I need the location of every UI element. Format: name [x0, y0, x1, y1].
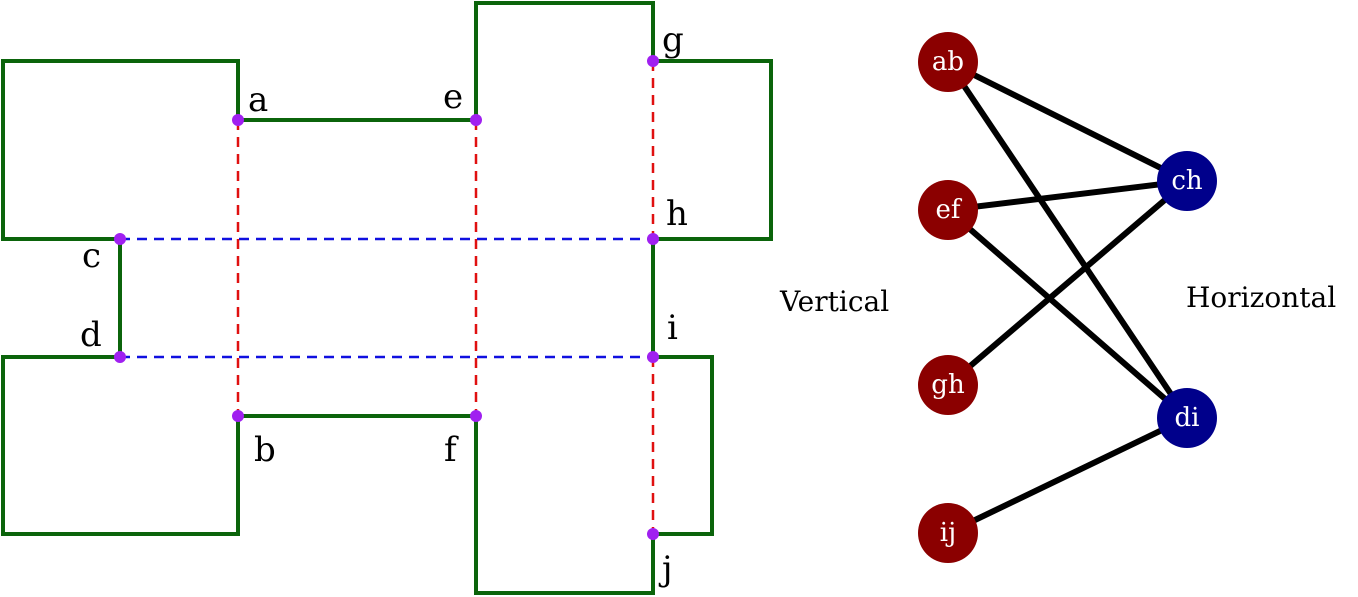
- node-di-label: di: [1175, 403, 1200, 433]
- node-ef: ef: [918, 180, 978, 240]
- node-di: di: [1157, 388, 1217, 448]
- edge-ab-di: [945, 60, 1190, 420]
- label-h: h: [666, 194, 688, 234]
- node-ef-label: ef: [935, 195, 962, 225]
- label-a: a: [248, 80, 268, 120]
- vertical-label: Vertical: [779, 285, 889, 318]
- polygon-outline: [1, 1, 773, 595]
- node-ch-label: ch: [1171, 166, 1203, 196]
- point-b: [232, 410, 244, 422]
- label-g: g: [662, 20, 684, 60]
- node-ch: ch: [1157, 151, 1217, 211]
- edge-ef-ch: [947, 178, 1188, 213]
- label-f: f: [444, 430, 459, 470]
- point-d: [114, 351, 126, 363]
- edge-ef-di: [946, 207, 1189, 421]
- graph-edges: [945, 59, 1190, 536]
- edge-gh-ch: [946, 178, 1189, 388]
- edge-ab-ch: [946, 59, 1189, 184]
- node-gh: gh: [918, 355, 978, 415]
- point-g: [647, 55, 659, 67]
- rectilinear-polygon: a b c d e f g h i j: [1, 1, 773, 595]
- horizontal-label: Horizontal: [1186, 281, 1336, 314]
- edge-ij-di: [946, 415, 1189, 536]
- label-b: b: [254, 430, 276, 470]
- node-ab: ab: [918, 32, 978, 92]
- label-e: e: [443, 77, 463, 117]
- label-d: d: [80, 315, 102, 355]
- point-i: [647, 351, 659, 363]
- point-h: [647, 233, 659, 245]
- label-c: c: [82, 236, 101, 276]
- node-ab-label: ab: [932, 47, 964, 77]
- point-f: [470, 410, 482, 422]
- point-c: [114, 233, 126, 245]
- node-gh-label: gh: [931, 370, 965, 400]
- node-ij: ij: [918, 503, 978, 563]
- label-i: i: [667, 308, 678, 348]
- point-e: [470, 114, 482, 126]
- bipartite-graph: Vertical Horizontal ab ef gh ij: [779, 32, 1336, 563]
- point-a: [232, 114, 244, 126]
- label-j: j: [658, 549, 673, 589]
- point-j: [647, 528, 659, 540]
- node-ij-label: ij: [940, 518, 956, 548]
